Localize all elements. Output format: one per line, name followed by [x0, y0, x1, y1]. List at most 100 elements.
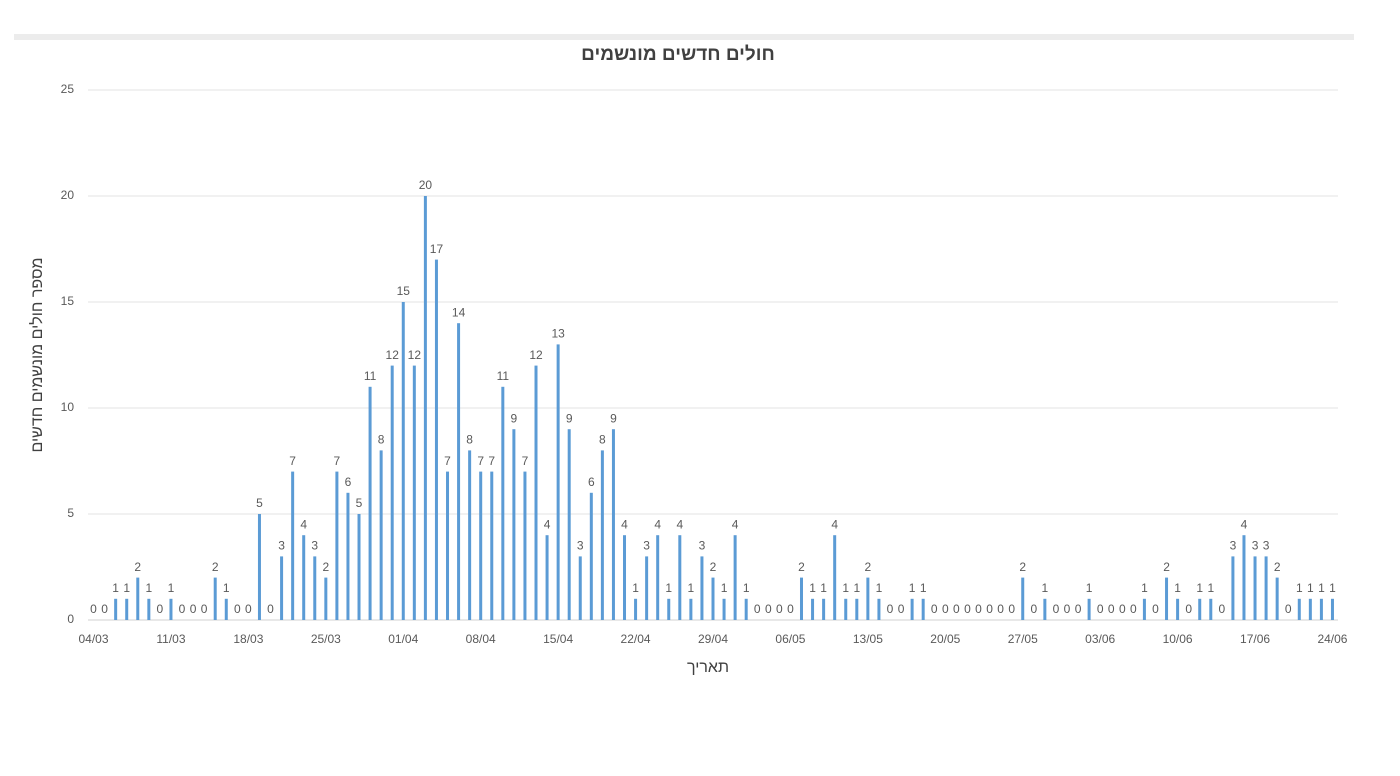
data-label: 3: [278, 539, 285, 553]
bar: [545, 535, 549, 620]
data-label: 1: [743, 581, 750, 595]
data-label: 4: [621, 517, 628, 531]
data-label: 8: [466, 433, 473, 447]
data-label: 1: [632, 581, 639, 595]
bar: [291, 471, 295, 620]
y-tick-label: 0: [67, 612, 74, 626]
data-label: 4: [654, 517, 661, 531]
bar: [423, 196, 427, 620]
bar: [656, 535, 660, 620]
x-tick-label: 22/04: [621, 632, 651, 646]
data-label: 1: [920, 581, 927, 595]
data-label: 1: [842, 581, 849, 595]
bar: [468, 450, 472, 620]
x-tick-label: 08/04: [466, 632, 496, 646]
y-tick-label: 20: [61, 188, 75, 202]
data-label: 4: [544, 517, 551, 531]
data-label: 11: [497, 369, 510, 383]
data-label: 1: [145, 581, 152, 595]
top-strip: [14, 34, 1354, 40]
bar: [799, 577, 803, 620]
data-label: 0: [1097, 602, 1104, 616]
bar: [368, 386, 372, 620]
data-label: 12: [386, 348, 400, 362]
bar: [280, 556, 284, 620]
data-label: 2: [798, 560, 805, 574]
data-label: 0: [776, 602, 783, 616]
bar: [1087, 598, 1091, 620]
bar: [357, 514, 361, 620]
data-label: 3: [311, 539, 318, 553]
bar: [490, 471, 494, 620]
data-label: 0: [101, 602, 108, 616]
x-tick-label: 20/05: [930, 632, 960, 646]
bar: [855, 598, 859, 620]
data-label: 6: [345, 475, 352, 489]
bar: [1264, 556, 1268, 620]
bar: [667, 598, 671, 620]
x-axis-title: תאריך: [687, 659, 729, 676]
data-label: 1: [1042, 581, 1049, 595]
data-label: 0: [1130, 602, 1137, 616]
data-label: 1: [1174, 581, 1181, 595]
data-label: 0: [898, 602, 905, 616]
data-label: 1: [909, 581, 916, 595]
data-label: 0: [1064, 602, 1071, 616]
bar: [1319, 598, 1323, 620]
data-label: 5: [256, 496, 263, 510]
bar: [390, 365, 394, 620]
bar: [479, 471, 483, 620]
data-label: 1: [1086, 581, 1093, 595]
x-tick-label: 18/03: [233, 632, 263, 646]
data-label: 4: [732, 517, 739, 531]
bar: [313, 556, 317, 620]
bar: [567, 429, 571, 620]
bar: [589, 492, 593, 620]
y-tick-label: 5: [67, 506, 74, 520]
data-label: 7: [444, 454, 451, 468]
bar: [1198, 598, 1202, 620]
data-label: 3: [1252, 539, 1259, 553]
bar: [877, 598, 881, 620]
y-axis-title: מספר חולים מונשמים חדשים: [28, 258, 46, 453]
data-label: 3: [577, 539, 584, 553]
data-label: 17: [430, 242, 444, 256]
data-label: 0: [1185, 602, 1192, 616]
data-label: 0: [157, 602, 164, 616]
data-label: 3: [643, 539, 650, 553]
data-label: 8: [378, 433, 385, 447]
data-label: 0: [964, 602, 971, 616]
data-label: 0: [997, 602, 1004, 616]
data-label: 8: [599, 433, 606, 447]
data-label: 0: [1285, 602, 1292, 616]
data-label: 0: [1053, 602, 1060, 616]
data-label: 4: [676, 517, 683, 531]
bar: [1330, 598, 1334, 620]
x-tick-label: 13/05: [853, 632, 883, 646]
x-tick-label: 15/04: [543, 632, 573, 646]
bar: [434, 259, 438, 620]
data-label: 0: [1075, 602, 1082, 616]
data-label: 12: [408, 348, 422, 362]
bar: [711, 577, 715, 620]
bar: [1231, 556, 1235, 620]
data-label: 3: [699, 539, 706, 553]
bar: [921, 598, 925, 620]
data-label: 4: [300, 517, 307, 531]
bar: [645, 556, 649, 620]
data-label: 6: [588, 475, 595, 489]
data-label: 12: [529, 348, 543, 362]
data-label: 1: [112, 581, 119, 595]
data-label: 0: [931, 602, 938, 616]
bar: [822, 598, 826, 620]
data-label: 7: [289, 454, 296, 468]
bar: [611, 429, 615, 620]
bar: [600, 450, 604, 620]
data-label: 0: [1219, 602, 1226, 616]
x-tick-label: 01/04: [388, 632, 418, 646]
data-label: 1: [1318, 581, 1325, 595]
x-tick-label: 06/05: [775, 632, 805, 646]
data-label: 1: [853, 581, 860, 595]
bar: [534, 365, 538, 620]
